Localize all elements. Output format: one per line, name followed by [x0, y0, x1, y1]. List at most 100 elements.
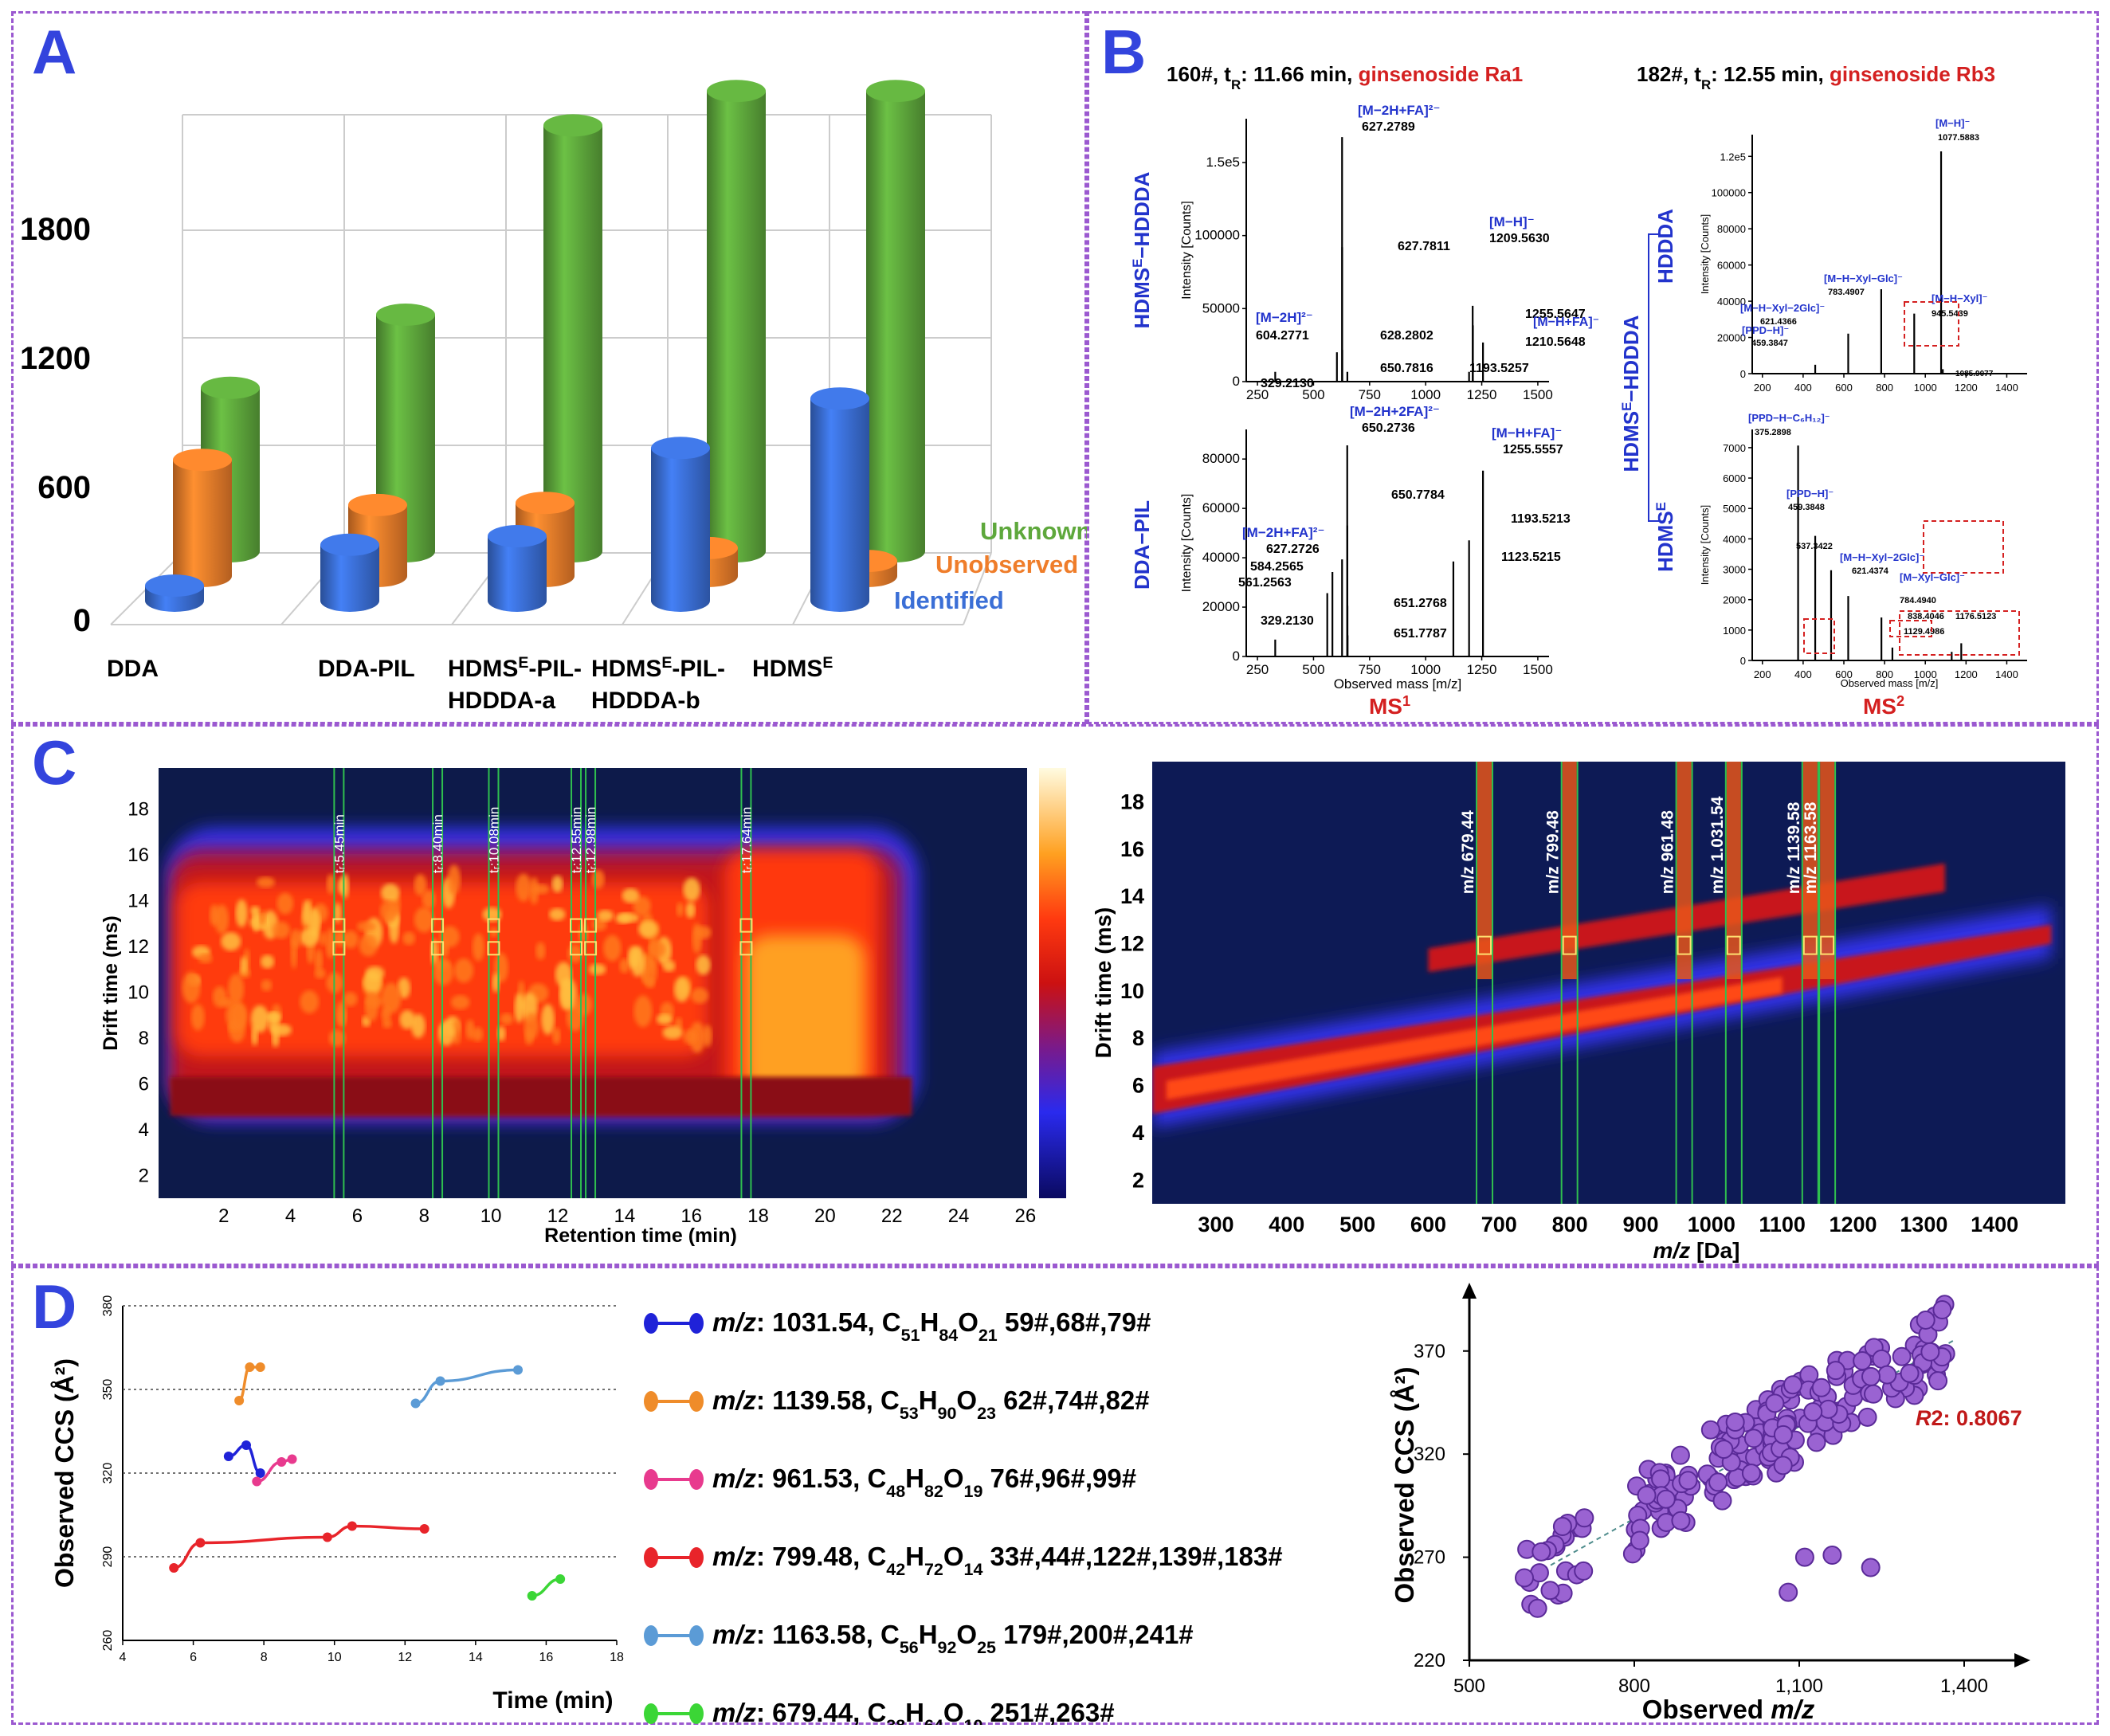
text-run: 23	[977, 1404, 996, 1423]
legend-marker	[644, 1469, 658, 1490]
bar-top	[651, 437, 710, 460]
scatter-point	[1765, 1393, 1785, 1413]
heat-blob	[453, 958, 474, 983]
text-run: Observed	[1642, 1695, 1771, 1724]
legend-marker	[689, 1547, 704, 1568]
marker-box	[1677, 935, 1692, 955]
x-tick-label: 1000	[1914, 668, 1937, 680]
scatter-point	[1892, 1346, 1912, 1366]
x-tick-label: 1500	[1523, 387, 1553, 402]
text-run: R	[1701, 77, 1711, 92]
text-run: 2	[1896, 693, 1904, 709]
heat-blob	[414, 874, 427, 896]
heat-blob	[276, 892, 294, 915]
bar-identified-3	[651, 437, 710, 612]
bar-unknown-3	[707, 80, 766, 562]
highlight-box	[1923, 520, 2004, 574]
y-axis-arrow	[1462, 1283, 1477, 1299]
bar-top	[866, 80, 925, 103]
text-run: R	[1231, 77, 1241, 92]
marker-label: tᵣ:10.08min	[486, 807, 501, 873]
x-tick-label: 12	[547, 1205, 569, 1227]
y-tick-label: 60000	[1202, 500, 1240, 515]
mz-marker-label: m/z 1163.58	[1802, 801, 1820, 894]
marker-box	[1726, 935, 1741, 955]
rb3-x-title: Observed mass [m/z]	[1841, 677, 1939, 689]
y-tick-label: 10	[127, 982, 149, 1003]
text-run: C	[882, 1307, 901, 1337]
peak-annotation: 1255.5557	[1503, 443, 1563, 457]
x-tick-label: 500	[1339, 1213, 1375, 1236]
mz-column	[1726, 762, 1741, 980]
heat-blob	[198, 953, 213, 964]
peak-annotation: 1193.5213	[1511, 512, 1571, 526]
x-tick-label: 400	[1794, 668, 1812, 680]
heat-blob	[662, 1025, 684, 1040]
marker-box	[584, 941, 598, 956]
heat-blob	[516, 873, 531, 902]
heat-blob	[648, 940, 666, 958]
text-run: m/z	[712, 1385, 757, 1415]
y-tick-label: 20000	[1202, 599, 1240, 614]
category-label-line2: HDDDA-b	[591, 688, 700, 714]
marker-label: tᵣ:17.64min	[739, 807, 754, 873]
peak-annotation: 628.2802	[1380, 329, 1433, 343]
x-tick-label: 1400	[1971, 1213, 2018, 1236]
peak-annotation: 459.3848	[1788, 503, 1825, 512]
y-tick-label: 320	[1414, 1444, 1445, 1465]
text-run: : 1163.58,	[756, 1620, 880, 1649]
x-axis-title: Observed m/z	[1642, 1695, 1815, 1724]
y-tick-label: 0	[1233, 649, 1240, 664]
text-run: m/z	[712, 1464, 757, 1493]
scatter-point	[1630, 1530, 1649, 1550]
peak-annotation: 1077.5883	[1938, 133, 1979, 143]
text-run: ginsenoside Rb3	[1830, 62, 1995, 86]
peak-annotation: 838.4046	[1908, 612, 1944, 621]
x-tick-label: 10	[480, 1205, 502, 1227]
scatter-point	[1725, 1413, 1745, 1432]
legend-entry: m/z: 1163.58, C56H92O25 179#,200#,241#	[712, 1620, 1194, 1657]
y-axis-title: Intensity [Counts]	[1180, 201, 1194, 300]
x-tick-label: 14	[469, 1651, 483, 1664]
heat-blob	[685, 902, 696, 919]
peak-annotation: 604.2771	[1256, 329, 1309, 343]
series-point	[255, 1362, 265, 1372]
text-run: 1	[1402, 693, 1410, 709]
panel-d-frame	[11, 1266, 2099, 1725]
y-tick-label: 4	[139, 1119, 149, 1141]
peak-annotation: [M−2H+FA]²⁻	[1242, 525, 1324, 540]
y-tick-label: 12	[127, 936, 149, 958]
y-tick-label: 320	[101, 1463, 115, 1484]
peak-annotation: [M−2H+2FA]²⁻	[1350, 404, 1440, 419]
heat-blob	[437, 1021, 455, 1046]
y-tick-label: 16	[1120, 837, 1144, 861]
mz-marker-label: m/z 679.44	[1459, 810, 1477, 894]
scatter-point	[1515, 1568, 1534, 1588]
marker-box	[431, 918, 445, 933]
text-run: 56	[900, 1638, 919, 1657]
bar-unobserved-0	[173, 449, 232, 587]
text-run: E	[661, 654, 672, 672]
x-tick-label: 800	[1876, 668, 1893, 680]
peak-annotation: 627.7811	[1398, 240, 1450, 253]
heat-blob	[500, 1013, 514, 1025]
text-run: E	[1130, 259, 1145, 268]
text-run: C	[880, 1385, 900, 1415]
row-label-dda-pil: DDA−PIL	[1130, 500, 1154, 590]
y-tick-label: 40000	[1202, 550, 1240, 565]
scatter-point	[1864, 1384, 1884, 1404]
x-tick-label: 4	[120, 1651, 127, 1664]
category-label-line2: HDDDA-a	[448, 688, 555, 714]
y-tick-label: 18	[1120, 790, 1144, 813]
marker-label: tᵣ:12.55min	[569, 807, 584, 873]
legend-marker	[689, 1313, 704, 1334]
row-label-hdmse-hdddda: HDMSE−HDDDA	[1130, 171, 1155, 328]
legend-marker	[689, 1703, 704, 1724]
y-tick-label: 50000	[1202, 300, 1240, 315]
x-tick-label: 1200	[1955, 668, 1978, 680]
y-tick-label: 2	[1132, 1168, 1144, 1192]
series-point	[527, 1591, 537, 1601]
peak-annotation: [M−H]⁻	[1935, 117, 1970, 129]
text-run: MS	[1863, 694, 1896, 719]
bar-body	[810, 398, 869, 612]
